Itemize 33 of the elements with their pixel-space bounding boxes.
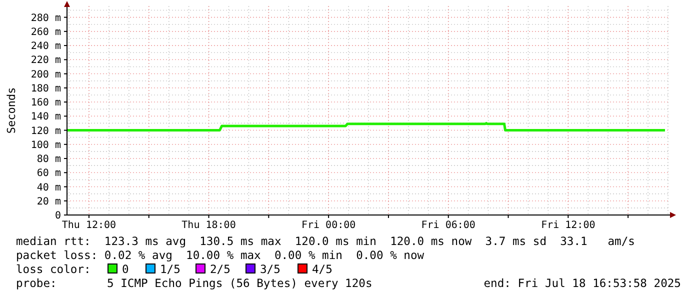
y-tick-label: 280 m (30, 12, 61, 24)
y-tick-label: 60 m (36, 168, 61, 180)
y-tick-label: 100 m (30, 140, 61, 151)
text: 4/5 (312, 263, 332, 276)
y-tick-label: 140 m (30, 112, 61, 123)
y-axis-title: Seconds (5, 87, 18, 134)
text: loss color: (16, 263, 91, 276)
x-tick-label: Fri 06:00 (421, 220, 476, 231)
y-tick-label: 20 m (36, 196, 61, 208)
y-tick-label: 160 m (30, 98, 61, 109)
x-tick-label: Thu 18:00 (182, 220, 236, 231)
y-tick-label: 40 m (36, 182, 61, 194)
text: packet loss: 0.02 % avg 10.00 % max 0.00 % min 0.00 % now (16, 249, 424, 262)
text: 5 ICMP Echo Pings (56 Bytes) every 120s (107, 277, 372, 290)
text: end: Fri Jul 18 16:53:58 2025 (484, 277, 681, 290)
text: probe: (16, 277, 57, 290)
text: median rtt: 123.3 ms avg 130.5 ms max 120.0 ms min 120.0 ms now 3.7 ms sd 33.1 am/s (16, 235, 635, 248)
x-tick-label: Fri 00:00 (301, 220, 356, 231)
text: 2/5 (210, 263, 230, 276)
x-tick-label: Fri 12:00 (541, 220, 596, 231)
y-tick-label: 80 m (36, 154, 61, 166)
y-tick-label: 260 m (30, 26, 61, 38)
text: 3/5 (260, 263, 280, 276)
y-tick-label: 0 (54, 210, 61, 222)
text: 1/5 (160, 263, 180, 276)
x-tick-label: Thu 12:00 (62, 220, 116, 231)
line-series (66, 122, 666, 132)
text: 0 (122, 263, 129, 276)
y-tick-label: 180 m (30, 83, 61, 94)
y-tick-label: 120 m (30, 126, 61, 137)
y-tick-label: 200 m (30, 69, 61, 80)
y-tick-label: 240 m (30, 41, 61, 52)
y-tick-label: 220 m (30, 55, 61, 66)
